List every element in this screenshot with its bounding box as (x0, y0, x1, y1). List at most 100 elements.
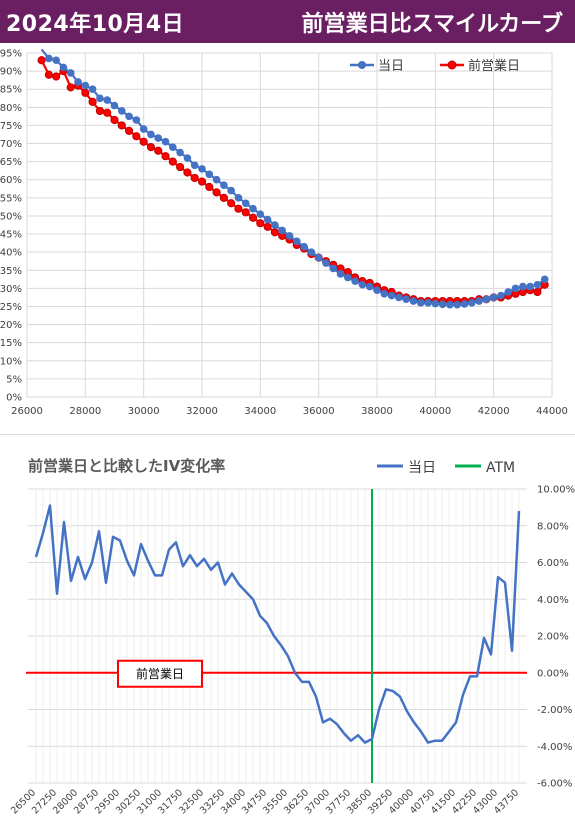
data-point-prev-day (124, 126, 134, 135)
legend-label-today: 当日 (378, 59, 404, 74)
y-tick-label: 60% (0, 175, 22, 186)
data-point-prev-day (176, 162, 185, 172)
data-point-today (453, 300, 462, 309)
data-point-today (169, 143, 177, 151)
data-point-prev-day (44, 70, 53, 79)
data-point-today (540, 275, 549, 284)
data-point-today (329, 264, 338, 273)
y-tick-label: 0% (6, 393, 22, 404)
data-point-today (220, 181, 228, 189)
x-tick-label: 26000 (11, 406, 43, 417)
data-point-today (52, 56, 60, 65)
data-point-today (190, 161, 199, 170)
data-point-prev-day (234, 204, 243, 213)
series-line-today (34, 504, 521, 744)
x-tick-label: 42000 (478, 406, 510, 417)
data-point-prev-day (263, 222, 272, 231)
y-tick-label: 70% (0, 139, 22, 150)
data-point-today (74, 78, 82, 86)
y-tick-label: -4.00% (537, 742, 572, 753)
data-point-today (59, 63, 68, 72)
y-tick-label: 40% (0, 248, 22, 259)
data-point-today (358, 280, 367, 289)
x-tick-label: 32000 (186, 406, 218, 417)
data-point-today (519, 282, 527, 291)
data-point-today (402, 295, 410, 304)
prev-day-annotation-label: 前営業日 (136, 666, 184, 681)
x-tick-label: 30000 (128, 406, 160, 417)
data-point-today (81, 81, 90, 90)
y-tick-label: 90% (0, 67, 22, 78)
data-point-today (249, 204, 257, 213)
y-tick-label: 2.00% (537, 632, 569, 643)
iv-change-chart: 前営業日と比較したIV変化率 10.00% 8.00% 6.00% 4.00% 2.00%… (0, 434, 575, 828)
data-point-prev-day (132, 132, 141, 141)
data-point-today (431, 299, 440, 308)
data-point-today (395, 293, 403, 302)
y-tick-label: 15% (0, 338, 22, 349)
y-tick-label: 8.00% (537, 521, 569, 532)
data-point-today (212, 175, 221, 184)
data-point-today (110, 101, 119, 110)
header-date: 2024年10月4日 (6, 12, 185, 37)
x-tick-label: 34000 (244, 406, 276, 417)
y-tick-label: 75% (0, 121, 22, 132)
y-tick-label: 10% (0, 356, 22, 367)
y-tick-label: 20% (0, 320, 22, 331)
series-line-today (40, 48, 546, 306)
data-point-today (344, 273, 352, 282)
data-point-today (117, 107, 126, 115)
y-tick-label: 4.00% (537, 595, 569, 606)
data-point-today (278, 226, 287, 235)
smile-curve-chart: 0% 5% 10% 15% 20% 25% 30% 35% 40% 45% 50% 55% 60% 65%… (0, 45, 575, 427)
data-point-today (409, 297, 418, 305)
chart1-legend: 当日 前営業日 (350, 58, 520, 74)
y-tick-label: 6.00% (537, 558, 569, 569)
y-tick-label: 85% (0, 85, 22, 96)
data-point-prev-day (110, 115, 119, 125)
chart2-legend: 当日 ATM (377, 460, 515, 476)
y-tick-label: 50% (0, 211, 22, 222)
data-point-today (314, 253, 323, 262)
data-point-today (482, 295, 491, 304)
data-point-today (438, 300, 447, 309)
data-point-today (227, 186, 235, 195)
data-point-today (147, 130, 155, 139)
data-point-today (460, 300, 469, 308)
data-point-today (300, 242, 308, 251)
data-point-today (307, 248, 316, 256)
series-line-prev-day (40, 59, 546, 303)
data-point-prev-day (66, 83, 75, 92)
legend-label-prev-day: 前営業日 (468, 58, 520, 74)
data-point-prev-day (197, 177, 207, 186)
data-point-prev-day (256, 219, 265, 228)
y-tick-label: 30% (0, 284, 22, 295)
data-point-today (132, 116, 141, 124)
y-tick-label: 10.00% (537, 485, 575, 496)
header-title: 前営業日比スマイルカーブ (301, 12, 563, 37)
legend-marker-today (358, 61, 366, 69)
x-tick-label: 38000 (361, 406, 393, 417)
data-point-today (467, 299, 476, 307)
data-point-prev-day (533, 287, 542, 297)
data-point-prev-day (270, 228, 280, 237)
data-point-prev-day (146, 143, 156, 152)
data-point-today (176, 148, 184, 157)
data-point-today (154, 134, 163, 142)
data-point-prev-day (219, 193, 228, 202)
y-tick-label: 55% (0, 193, 22, 204)
data-point-today (475, 297, 483, 305)
data-point-today (183, 154, 192, 162)
data-point-prev-day (154, 146, 163, 155)
data-point-today (380, 290, 389, 298)
data-point-today (285, 232, 294, 240)
prev-day-annotation-box (117, 659, 203, 688)
data-point-today (256, 210, 265, 218)
data-point-today (45, 54, 53, 63)
data-point-today (497, 291, 505, 300)
data-point-today (365, 282, 374, 291)
x-tick-label: 40000 (419, 406, 451, 417)
data-point-today (271, 221, 279, 229)
data-point-today (241, 199, 250, 208)
y-tick-label: 0.00% (537, 668, 569, 679)
